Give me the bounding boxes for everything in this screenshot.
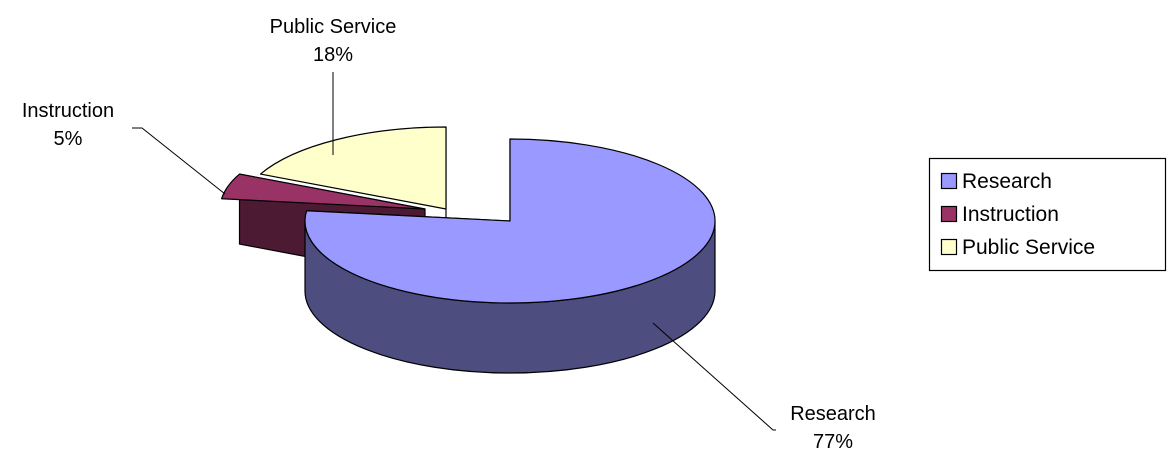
legend: Research Instruction Public Service	[928, 157, 1167, 272]
research-label-name: Research	[790, 403, 876, 425]
legend-label-research: Research	[962, 170, 1052, 193]
legend-box	[928, 157, 1167, 272]
instruction-slice	[221, 173, 426, 210]
public-service-label-percent: 18%	[313, 44, 353, 66]
pie-tops	[221, 126, 716, 374]
instruction-leader-line	[132, 127, 226, 195]
legend-swatch-instruction	[940, 205, 958, 223]
instruction-label-percent: 5%	[54, 128, 83, 150]
leader-lines	[132, 72, 776, 431]
public-service-label-name: Public Service	[270, 16, 397, 38]
legend-label-public-service: Public Service	[962, 236, 1095, 259]
public-service-slice	[259, 126, 447, 210]
legend-swatch-public-service	[940, 238, 958, 256]
research-label-percent: 77%	[813, 431, 853, 453]
instruction-label-name: Instruction	[22, 100, 114, 122]
legend-swatch-research	[940, 172, 958, 190]
research-leader-line	[652, 322, 776, 431]
data-labels: Research 77% Instruction 5% Public Service 18…	[22, 16, 876, 453]
research-slice	[304, 138, 716, 304]
legend-label-instruction: Instruction	[962, 203, 1059, 226]
